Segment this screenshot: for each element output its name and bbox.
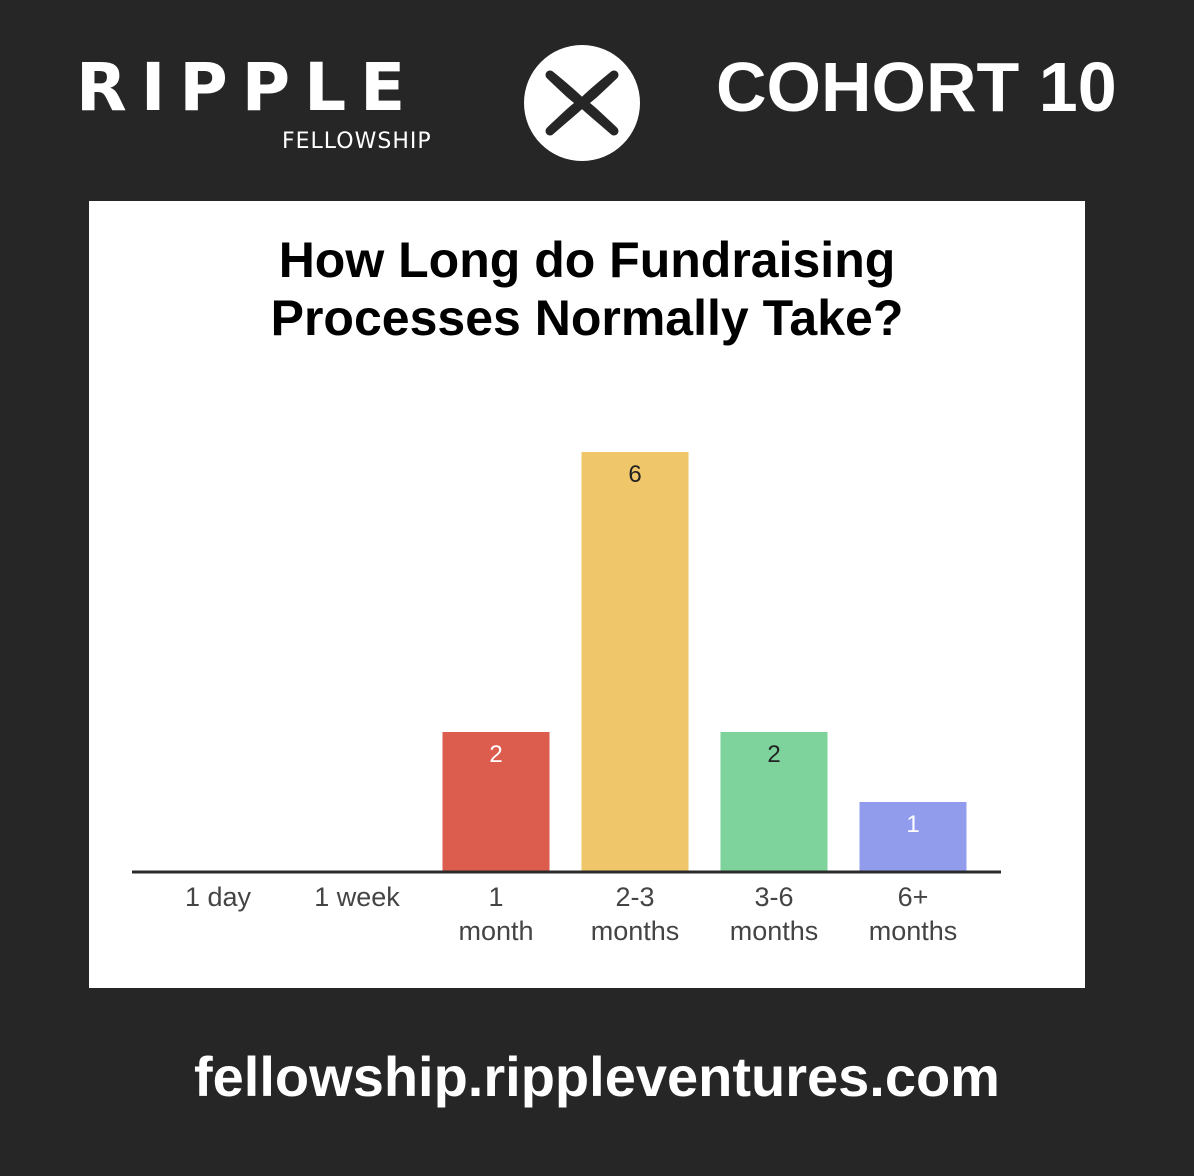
data-label-5: 1 <box>906 811 919 838</box>
x-tick-label-2-line-0: 1 <box>488 882 503 912</box>
footer-url: fellowship.rippleventures.com <box>194 1045 1000 1108</box>
ripple-logo-text: RIPPLE <box>76 49 420 126</box>
x-tick-label-1-line-0: 1 week <box>314 882 400 912</box>
x-tick-label-3: 2-3 months <box>591 882 680 946</box>
x-tick-label-5: 6+ months <box>869 882 958 946</box>
data-label-2: 2 <box>489 741 502 768</box>
x-tick-label-0: 1 day <box>185 882 252 912</box>
chart-title-line-1: How Long do Fundraising <box>278 232 896 288</box>
x-tick-label-4: 3-6 months <box>730 882 819 946</box>
bar-2 <box>442 732 550 872</box>
x-tick-label-4-line-0: 3-6 <box>754 882 793 912</box>
x-tick-label-2: 1 month <box>458 882 533 946</box>
x-tick-label-2-line-1: month <box>458 916 533 946</box>
x-tick-label-5-line-0: 6+ <box>898 882 929 912</box>
fellowship-logo-subtext: FELLOWSHIP <box>282 129 432 154</box>
data-label-3: 6 <box>628 461 641 488</box>
x-tick-label-4-line-1: months <box>730 916 819 946</box>
bar-chart: 1 day 1 week 2 1 month 6 2-3 months 2 3-6 months 1 6… <box>132 452 1001 946</box>
chart-title: How Long do Fundraising Processes Normal… <box>89 231 1085 347</box>
x-tick-label-1: 1 week <box>314 882 400 912</box>
chart-panel: How Long do Fundraising Processes Normal… <box>89 201 1085 988</box>
chart-title-line-2: Processes Normally Take? <box>270 290 904 346</box>
cohort-label: COHORT 10 <box>716 48 1117 126</box>
bar-5 <box>859 802 967 872</box>
bar-4 <box>720 732 828 872</box>
x-circle-icon <box>524 45 640 161</box>
bar-3 <box>581 452 689 872</box>
x-tick-label-3-line-1: months <box>591 916 680 946</box>
data-label-4: 2 <box>767 741 780 768</box>
x-tick-label-0-line-0: 1 day <box>185 882 252 912</box>
x-tick-label-5-line-1: months <box>869 916 958 946</box>
x-tick-label-3-line-0: 2-3 <box>615 882 654 912</box>
